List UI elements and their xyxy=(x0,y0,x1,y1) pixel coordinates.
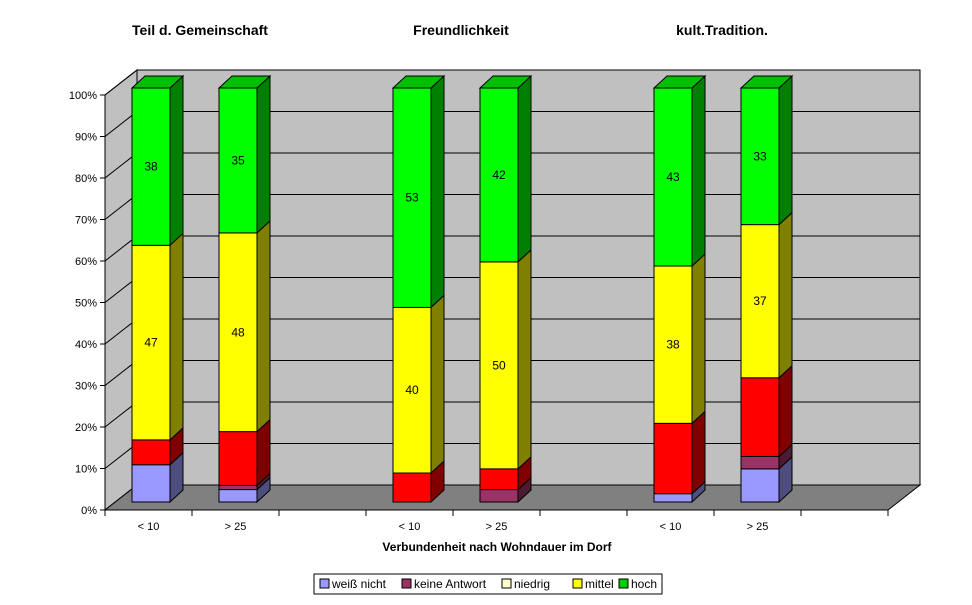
y-tick-label: 20% xyxy=(75,422,97,434)
bar-mittel-side xyxy=(778,211,793,379)
legend-label: hoch xyxy=(631,577,657,591)
bar-mittel-side xyxy=(430,294,445,475)
bar-keine-antwort-segment xyxy=(218,484,258,491)
bar-niedrig-segment xyxy=(479,468,519,491)
data-label: 37 xyxy=(753,294,767,308)
bar-mittel-side xyxy=(517,248,532,471)
bar-hoch-side xyxy=(430,74,445,309)
x-tick-label: < 10 xyxy=(660,521,682,533)
group-title: Freundlichkeit xyxy=(413,22,509,38)
data-label: 38 xyxy=(144,160,158,174)
bar-wei-nicht-segment xyxy=(653,493,693,503)
y-tick-label: 100% xyxy=(69,90,97,102)
bar-hoch-segment xyxy=(392,87,432,308)
bar-niedrig-side xyxy=(778,364,793,458)
bar-niedrig-side xyxy=(691,410,706,495)
data-label: 35 xyxy=(231,153,245,167)
legend-swatch xyxy=(572,578,583,589)
data-label: 48 xyxy=(231,325,245,339)
x-tick-label: > 25 xyxy=(225,521,247,533)
bar-keine-antwort-segment xyxy=(740,455,780,470)
y-tick-label: 60% xyxy=(75,256,97,268)
y-tick-label: 10% xyxy=(75,464,97,476)
y-tick-label: 50% xyxy=(75,298,97,310)
bar-wei-nicht-segment xyxy=(218,489,258,503)
group-title: Teil d. Gemeinschaft xyxy=(132,22,268,38)
data-label: 47 xyxy=(144,336,158,350)
bar-hoch-side xyxy=(691,74,706,268)
legend-label: mittel xyxy=(585,577,614,591)
y-tick-label: 40% xyxy=(75,339,97,351)
bar-hoch-side xyxy=(256,74,271,235)
bar-niedrig-segment xyxy=(392,472,432,503)
bar-hoch-segment xyxy=(653,87,693,267)
data-label: 43 xyxy=(666,170,680,184)
data-label: 42 xyxy=(492,168,506,182)
bar-mittel-segment xyxy=(218,232,258,433)
bar-hoch-side xyxy=(778,74,793,226)
bar-hoch-top xyxy=(130,75,185,89)
data-label: 33 xyxy=(753,149,767,163)
legend-label: keine Antwort xyxy=(414,577,487,591)
bar-mittel-side xyxy=(691,252,706,425)
y-tick-label: 80% xyxy=(75,173,97,185)
legend-label: weiß nicht xyxy=(331,577,387,591)
bar-niedrig-segment xyxy=(653,422,693,495)
bar-hoch-top xyxy=(391,75,446,89)
y-tick-label: 0% xyxy=(81,505,97,517)
legend-swatch xyxy=(401,578,412,589)
group-title: kult.Tradition. xyxy=(676,22,768,38)
bar-hoch-side xyxy=(169,74,184,247)
y-tick-label: 70% xyxy=(75,215,97,227)
bar-niedrig-segment xyxy=(131,439,171,466)
bar-hoch-segment xyxy=(131,87,171,246)
bar-hoch-side xyxy=(517,74,532,264)
y-tick-label: 90% xyxy=(75,132,97,144)
bar-niedrig-segment xyxy=(218,431,258,486)
legend-swatch xyxy=(501,578,512,589)
x-axis-title: Verbundenheit nach Wohndauer im Dorf xyxy=(382,540,612,554)
data-label: 38 xyxy=(666,338,680,352)
bar-hoch-top xyxy=(652,75,707,89)
bar-mittel-segment xyxy=(479,261,519,470)
bar-mittel-segment xyxy=(131,244,171,441)
x-tick-label: > 25 xyxy=(747,521,769,533)
bar-niedrig-segment xyxy=(740,377,780,457)
bar-hoch-segment xyxy=(740,87,780,226)
bar-hoch-top xyxy=(217,75,272,89)
bar-wei-nicht-segment xyxy=(740,468,780,503)
data-label: 53 xyxy=(405,191,419,205)
data-label: 50 xyxy=(492,358,506,372)
x-tick-label: < 10 xyxy=(138,521,160,533)
x-tick-label: < 10 xyxy=(399,521,421,533)
gridline-side xyxy=(104,69,138,96)
bar-wei-nicht-segment xyxy=(131,464,171,503)
data-label: 40 xyxy=(405,383,419,397)
bar-hoch-top xyxy=(739,75,794,89)
legend-label: niedrig xyxy=(514,577,550,591)
legend-swatch xyxy=(319,578,330,589)
legend-swatch xyxy=(618,578,629,589)
y-tick-label: 30% xyxy=(75,381,97,393)
bar-mittel-side xyxy=(256,219,271,433)
x-tick-label: > 25 xyxy=(486,521,508,533)
bar-mittel-side xyxy=(169,232,184,442)
bar-hoch-top xyxy=(478,75,533,89)
bar-keine-antwort-segment xyxy=(479,489,519,503)
